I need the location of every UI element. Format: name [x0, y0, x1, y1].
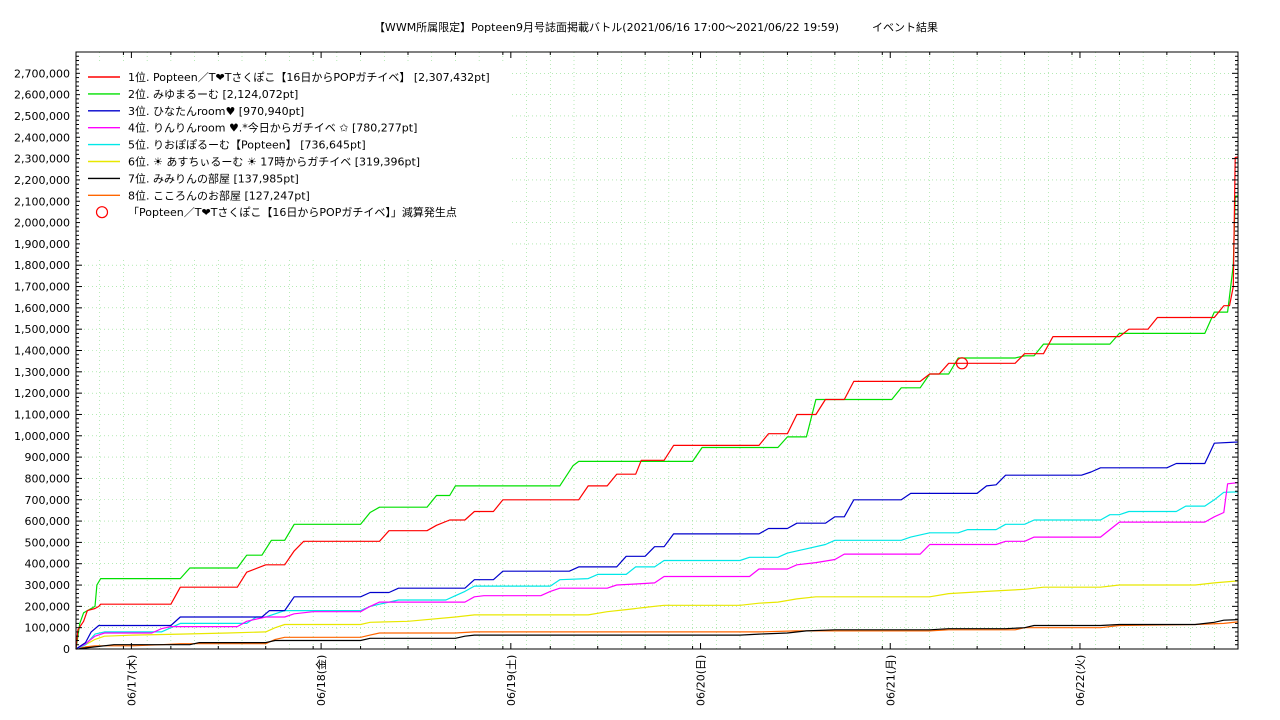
- y-axis-ticks: 0 100,000 200,000 300,000 400,000 500,000 600,…: [14, 55, 1238, 656]
- chart-title: 【WWM所属限定】Popteen9月号誌面掲載バトル(2021/06/16 17…: [373, 21, 939, 34]
- x-tick-label: 06/22(火): [1074, 655, 1087, 706]
- series-line-7: [75, 619, 1239, 650]
- series-line-6: [75, 580, 1239, 650]
- y-tick-label: 1,800,000: [14, 259, 70, 272]
- y-tick-label: 900,000: [25, 451, 71, 464]
- y-tick-label: 2,600,000: [14, 89, 70, 102]
- y-tick-label: 2,500,000: [14, 110, 70, 123]
- y-tick-label: 1,200,000: [14, 387, 70, 400]
- y-tick-label: 600,000: [25, 515, 71, 528]
- series-layer: [75, 156, 1239, 650]
- y-tick-label: 1,900,000: [14, 238, 70, 251]
- marker-layer: [955, 357, 969, 370]
- y-tick-label: 300,000: [25, 579, 71, 592]
- x-tick-label: 06/17(木): [125, 655, 138, 706]
- y-tick-label: 1,700,000: [14, 281, 70, 294]
- y-tick-label: 2,000,000: [14, 217, 70, 230]
- y-tick-label: 2,700,000: [14, 67, 70, 80]
- y-tick-label: 1,500,000: [14, 323, 70, 336]
- y-tick-label: 1,100,000: [14, 408, 70, 421]
- y-tick-label: 2,200,000: [14, 174, 70, 187]
- y-tick-label: 1,000,000: [14, 430, 70, 443]
- x-tick-label: 06/19(土): [505, 655, 518, 706]
- deduction-marker: [955, 357, 969, 370]
- y-tick-label: 2,100,000: [14, 195, 70, 208]
- x-tick-label: 06/20(日): [695, 655, 708, 706]
- y-tick-label: 2,300,000: [14, 153, 70, 166]
- y-tick-label: 800,000: [25, 472, 71, 485]
- legend-marker-label: 「Popteen／T❤Tさくぽこ【16日からPOPガチイベ】」減算発生点: [128, 205, 457, 219]
- legend-label-6: 6位. ☀ あすちぃるーむ ☀ 17時からガチイベ [319,396pt]: [128, 155, 420, 169]
- grid-layer: [75, 52, 1239, 650]
- x-tick-label: 06/18(金): [314, 655, 328, 706]
- y-tick-label: 500,000: [25, 536, 71, 549]
- legend: 1位. Popteen／T❤Tさくぽこ【16日からPOPガチイベ】 [2,307…: [80, 62, 512, 258]
- series-line-2: [75, 195, 1238, 650]
- legend-marker-symbol: [95, 206, 109, 219]
- series-line-1: [75, 156, 1239, 650]
- x-axis-ticks: 06/17(木) 06/18(金) 06/19(土) 06/20(日) 06/21(月)…: [75, 52, 1215, 706]
- y-tick-label: 200,000: [25, 600, 71, 613]
- legend-background: [80, 62, 512, 258]
- y-tick-label: 700,000: [25, 494, 71, 507]
- y-tick-label: 1,300,000: [14, 366, 70, 379]
- legend-label-8: 8位. こころんのお部屋 [127,247pt]: [128, 188, 310, 202]
- series-line-4: [75, 482, 1239, 650]
- y-tick-label: 400,000: [25, 558, 71, 571]
- y-tick-label: 2,400,000: [14, 131, 70, 144]
- legend-label-5: 5位. りおぽぽるーむ【Popteen】 [736,645pt]: [128, 138, 366, 152]
- legend-label-1: 1位. Popteen／T❤Tさくぽこ【16日からPOPガチイベ】 [2,307…: [128, 70, 490, 84]
- y-tick-label: 1,400,000: [14, 345, 70, 358]
- y-tick-label: 0: [63, 643, 70, 656]
- legend-label-7: 7位. みみりんの部屋 [137,985pt]: [128, 171, 299, 185]
- x-tick-label: 06/21(月): [884, 655, 897, 706]
- legend-label-2: 2位. みゆまるーむ [2,124,072pt]: [128, 87, 298, 101]
- y-tick-label: 1,600,000: [14, 302, 70, 315]
- legend-label-4: 4位. りんりんroom ♥.*今日からガチイベ ✩ [780,277pt]: [128, 121, 417, 135]
- legend-label-3: 3位. ひなたんroom♥ [970,940pt]: [128, 104, 304, 118]
- y-tick-label: 100,000: [25, 622, 71, 635]
- series-line-3: [75, 441, 1239, 650]
